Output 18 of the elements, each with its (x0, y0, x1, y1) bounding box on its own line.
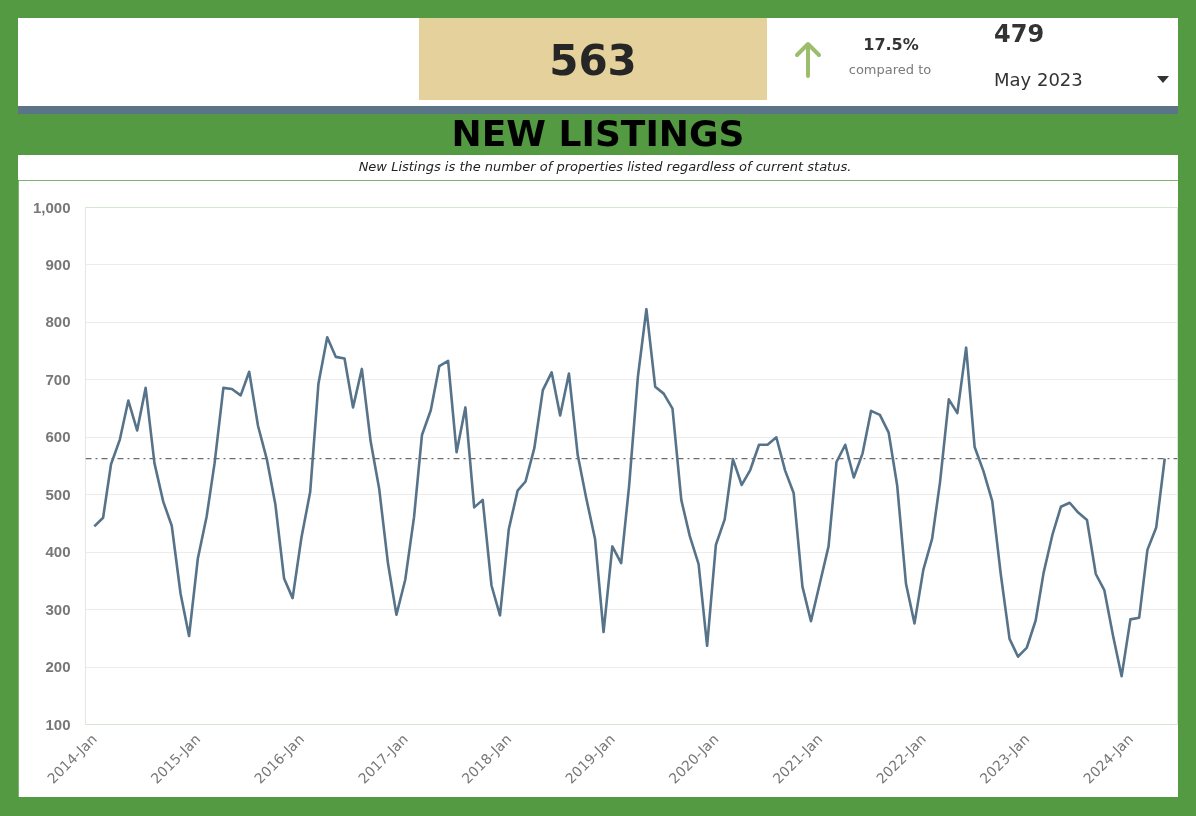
y-tick-label: 700 (45, 370, 71, 388)
text: 563 (549, 35, 637, 86)
chart-title: NEW LISTINGS (451, 113, 745, 155)
text: compared to (848, 61, 932, 78)
y-tick-label: 100 (45, 715, 71, 733)
y-tick-label: 1,000 (32, 198, 71, 216)
y-tick-label: 900 (45, 255, 71, 273)
y-tick-label: 500 (45, 485, 71, 503)
y-tick-label: 200 (45, 658, 71, 676)
y-tick-label: 600 (45, 428, 71, 446)
text: 479 (994, 20, 1045, 49)
text: 17.5% (863, 34, 919, 55)
chart-subtitle: New Listings is the number of properties listed regardless of current status. (358, 158, 852, 175)
y-tick-label: 800 (45, 313, 71, 331)
text: May 2023 (994, 68, 1083, 91)
y-tick-label: 400 (45, 543, 71, 561)
line-series (93, 307, 1167, 678)
y-tick-label: 300 (45, 600, 71, 618)
